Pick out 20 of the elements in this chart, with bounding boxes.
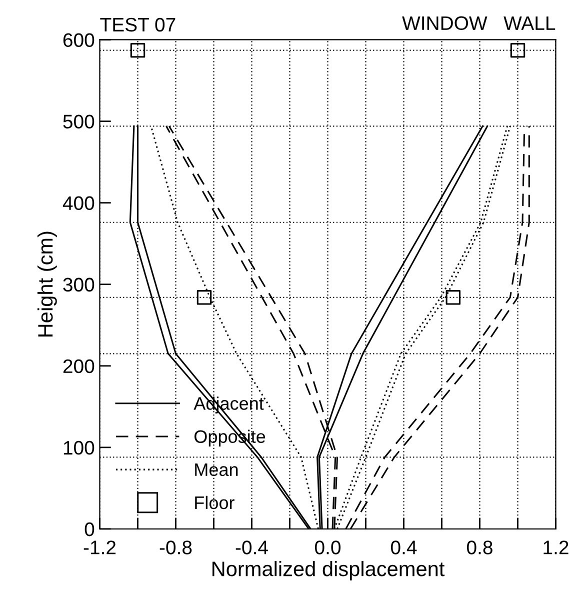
y-tick-label: 400	[62, 196, 94, 210]
y-tick-label: 500	[63, 114, 94, 129]
x-tick-label: -1.2	[84, 540, 116, 554]
x-tick-label: -0.8	[160, 540, 192, 554]
y-tick-label: 300	[63, 278, 94, 292]
x-axis-title: Normalized displacement	[212, 560, 445, 580]
x-tick-label: -0.4	[236, 540, 268, 554]
x-tick-label: 0.4	[390, 540, 417, 554]
y-axis-title: Height (cm)	[37, 232, 57, 336]
y-tick-label: 200	[63, 359, 94, 374]
legend-label: Mean	[195, 463, 238, 476]
y-tick-label: 600	[63, 33, 94, 47]
chart-title: TEST 07	[100, 18, 176, 32]
y-tick-label: 100	[64, 440, 94, 455]
x-tick-label: 0.0	[314, 540, 341, 554]
text: WINDOW WALL	[402, 16, 556, 30]
legend-label: Floor	[195, 496, 234, 510]
x-tick-label: 0.8	[466, 540, 492, 554]
x-tick-label: 1.2	[544, 540, 568, 554]
y-tick-label: 0	[84, 522, 94, 536]
